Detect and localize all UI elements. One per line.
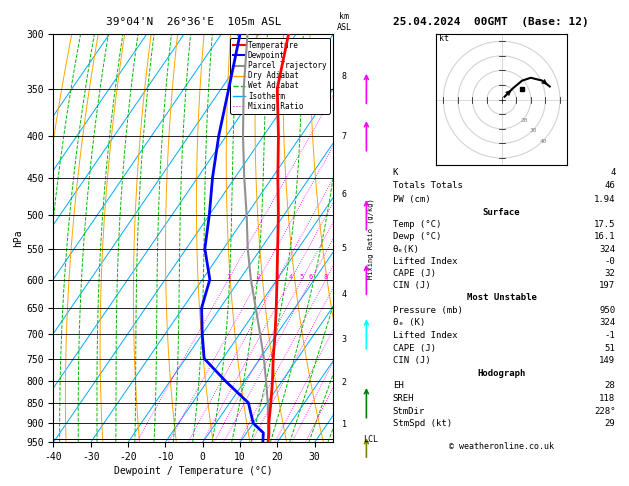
- Text: 197: 197: [599, 281, 615, 290]
- Y-axis label: hPa: hPa: [13, 229, 23, 247]
- Text: © weatheronline.co.uk: © weatheronline.co.uk: [449, 442, 554, 451]
- Text: PW (cm): PW (cm): [392, 195, 430, 204]
- Text: kt: kt: [439, 35, 449, 43]
- Text: 5: 5: [300, 274, 304, 279]
- Text: Pressure (mb): Pressure (mb): [392, 306, 462, 315]
- Text: 32: 32: [604, 269, 615, 278]
- Text: 4: 4: [342, 290, 347, 299]
- Text: 2: 2: [342, 378, 347, 387]
- Text: 228°: 228°: [594, 407, 615, 416]
- Text: 29: 29: [604, 419, 615, 428]
- Text: 30: 30: [530, 128, 538, 134]
- Text: LCL: LCL: [363, 435, 378, 444]
- Text: 25.04.2024  00GMT  (Base: 12): 25.04.2024 00GMT (Base: 12): [392, 17, 589, 27]
- Text: 4: 4: [610, 168, 615, 176]
- Text: 5: 5: [342, 244, 347, 253]
- Text: Mixing Ratio (g/kg): Mixing Ratio (g/kg): [367, 198, 374, 278]
- Text: CIN (J): CIN (J): [392, 281, 430, 290]
- Text: 1: 1: [226, 274, 230, 279]
- Text: 2: 2: [257, 274, 260, 279]
- Text: 46: 46: [604, 181, 615, 191]
- Text: CAPE (J): CAPE (J): [392, 344, 436, 353]
- Text: Surface: Surface: [483, 208, 520, 217]
- Text: -0: -0: [604, 257, 615, 266]
- Text: CIN (J): CIN (J): [392, 356, 430, 365]
- Legend: Temperature, Dewpoint, Parcel Trajectory, Dry Adiabat, Wet Adiabat, Isotherm, Mi: Temperature, Dewpoint, Parcel Trajectory…: [230, 38, 330, 114]
- Text: 6: 6: [309, 274, 313, 279]
- Text: 4: 4: [289, 274, 293, 279]
- Text: 6: 6: [342, 190, 347, 199]
- Text: 118: 118: [599, 394, 615, 403]
- Text: Temp (°C): Temp (°C): [392, 220, 441, 229]
- Text: SREH: SREH: [392, 394, 414, 403]
- Text: 8: 8: [342, 72, 347, 81]
- Text: Lifted Index: Lifted Index: [392, 257, 457, 266]
- Text: 17.5: 17.5: [594, 220, 615, 229]
- Text: 51: 51: [604, 344, 615, 353]
- Text: Most Unstable: Most Unstable: [467, 294, 537, 302]
- Text: 7: 7: [342, 132, 347, 141]
- Text: Dewp (°C): Dewp (°C): [392, 232, 441, 242]
- Text: StmSpd (kt): StmSpd (kt): [392, 419, 452, 428]
- Text: 324: 324: [599, 318, 615, 328]
- Text: StmDir: StmDir: [392, 407, 425, 416]
- Text: 950: 950: [599, 306, 615, 315]
- Text: 149: 149: [599, 356, 615, 365]
- Text: km
ASL: km ASL: [337, 12, 352, 32]
- Text: θₑ (K): θₑ (K): [392, 318, 425, 328]
- Text: EH: EH: [392, 382, 403, 390]
- Text: 16.1: 16.1: [594, 232, 615, 242]
- Text: 324: 324: [599, 244, 615, 254]
- Text: 20: 20: [521, 118, 528, 122]
- Text: Lifted Index: Lifted Index: [392, 331, 457, 340]
- Text: 3: 3: [275, 274, 279, 279]
- Text: 3: 3: [342, 335, 347, 344]
- Text: 39°04'N  26°36'E  105m ASL: 39°04'N 26°36'E 105m ASL: [106, 17, 281, 27]
- Text: CAPE (J): CAPE (J): [392, 269, 436, 278]
- Text: 1: 1: [342, 420, 347, 429]
- Text: 40: 40: [540, 139, 547, 144]
- Text: 8: 8: [324, 274, 328, 279]
- Text: -1: -1: [604, 331, 615, 340]
- Text: 28: 28: [604, 382, 615, 390]
- Text: Totals Totals: Totals Totals: [392, 181, 462, 191]
- Text: 1.94: 1.94: [594, 195, 615, 204]
- Text: θₑ(K): θₑ(K): [392, 244, 420, 254]
- Text: Hodograph: Hodograph: [477, 369, 526, 378]
- Text: K: K: [392, 168, 398, 176]
- X-axis label: Dewpoint / Temperature (°C): Dewpoint / Temperature (°C): [114, 466, 273, 476]
